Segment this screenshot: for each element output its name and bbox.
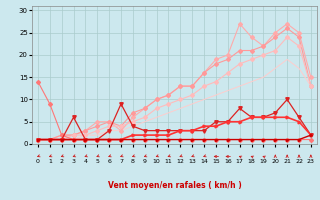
X-axis label: Vent moyen/en rafales ( km/h ): Vent moyen/en rafales ( km/h ) <box>108 181 241 190</box>
